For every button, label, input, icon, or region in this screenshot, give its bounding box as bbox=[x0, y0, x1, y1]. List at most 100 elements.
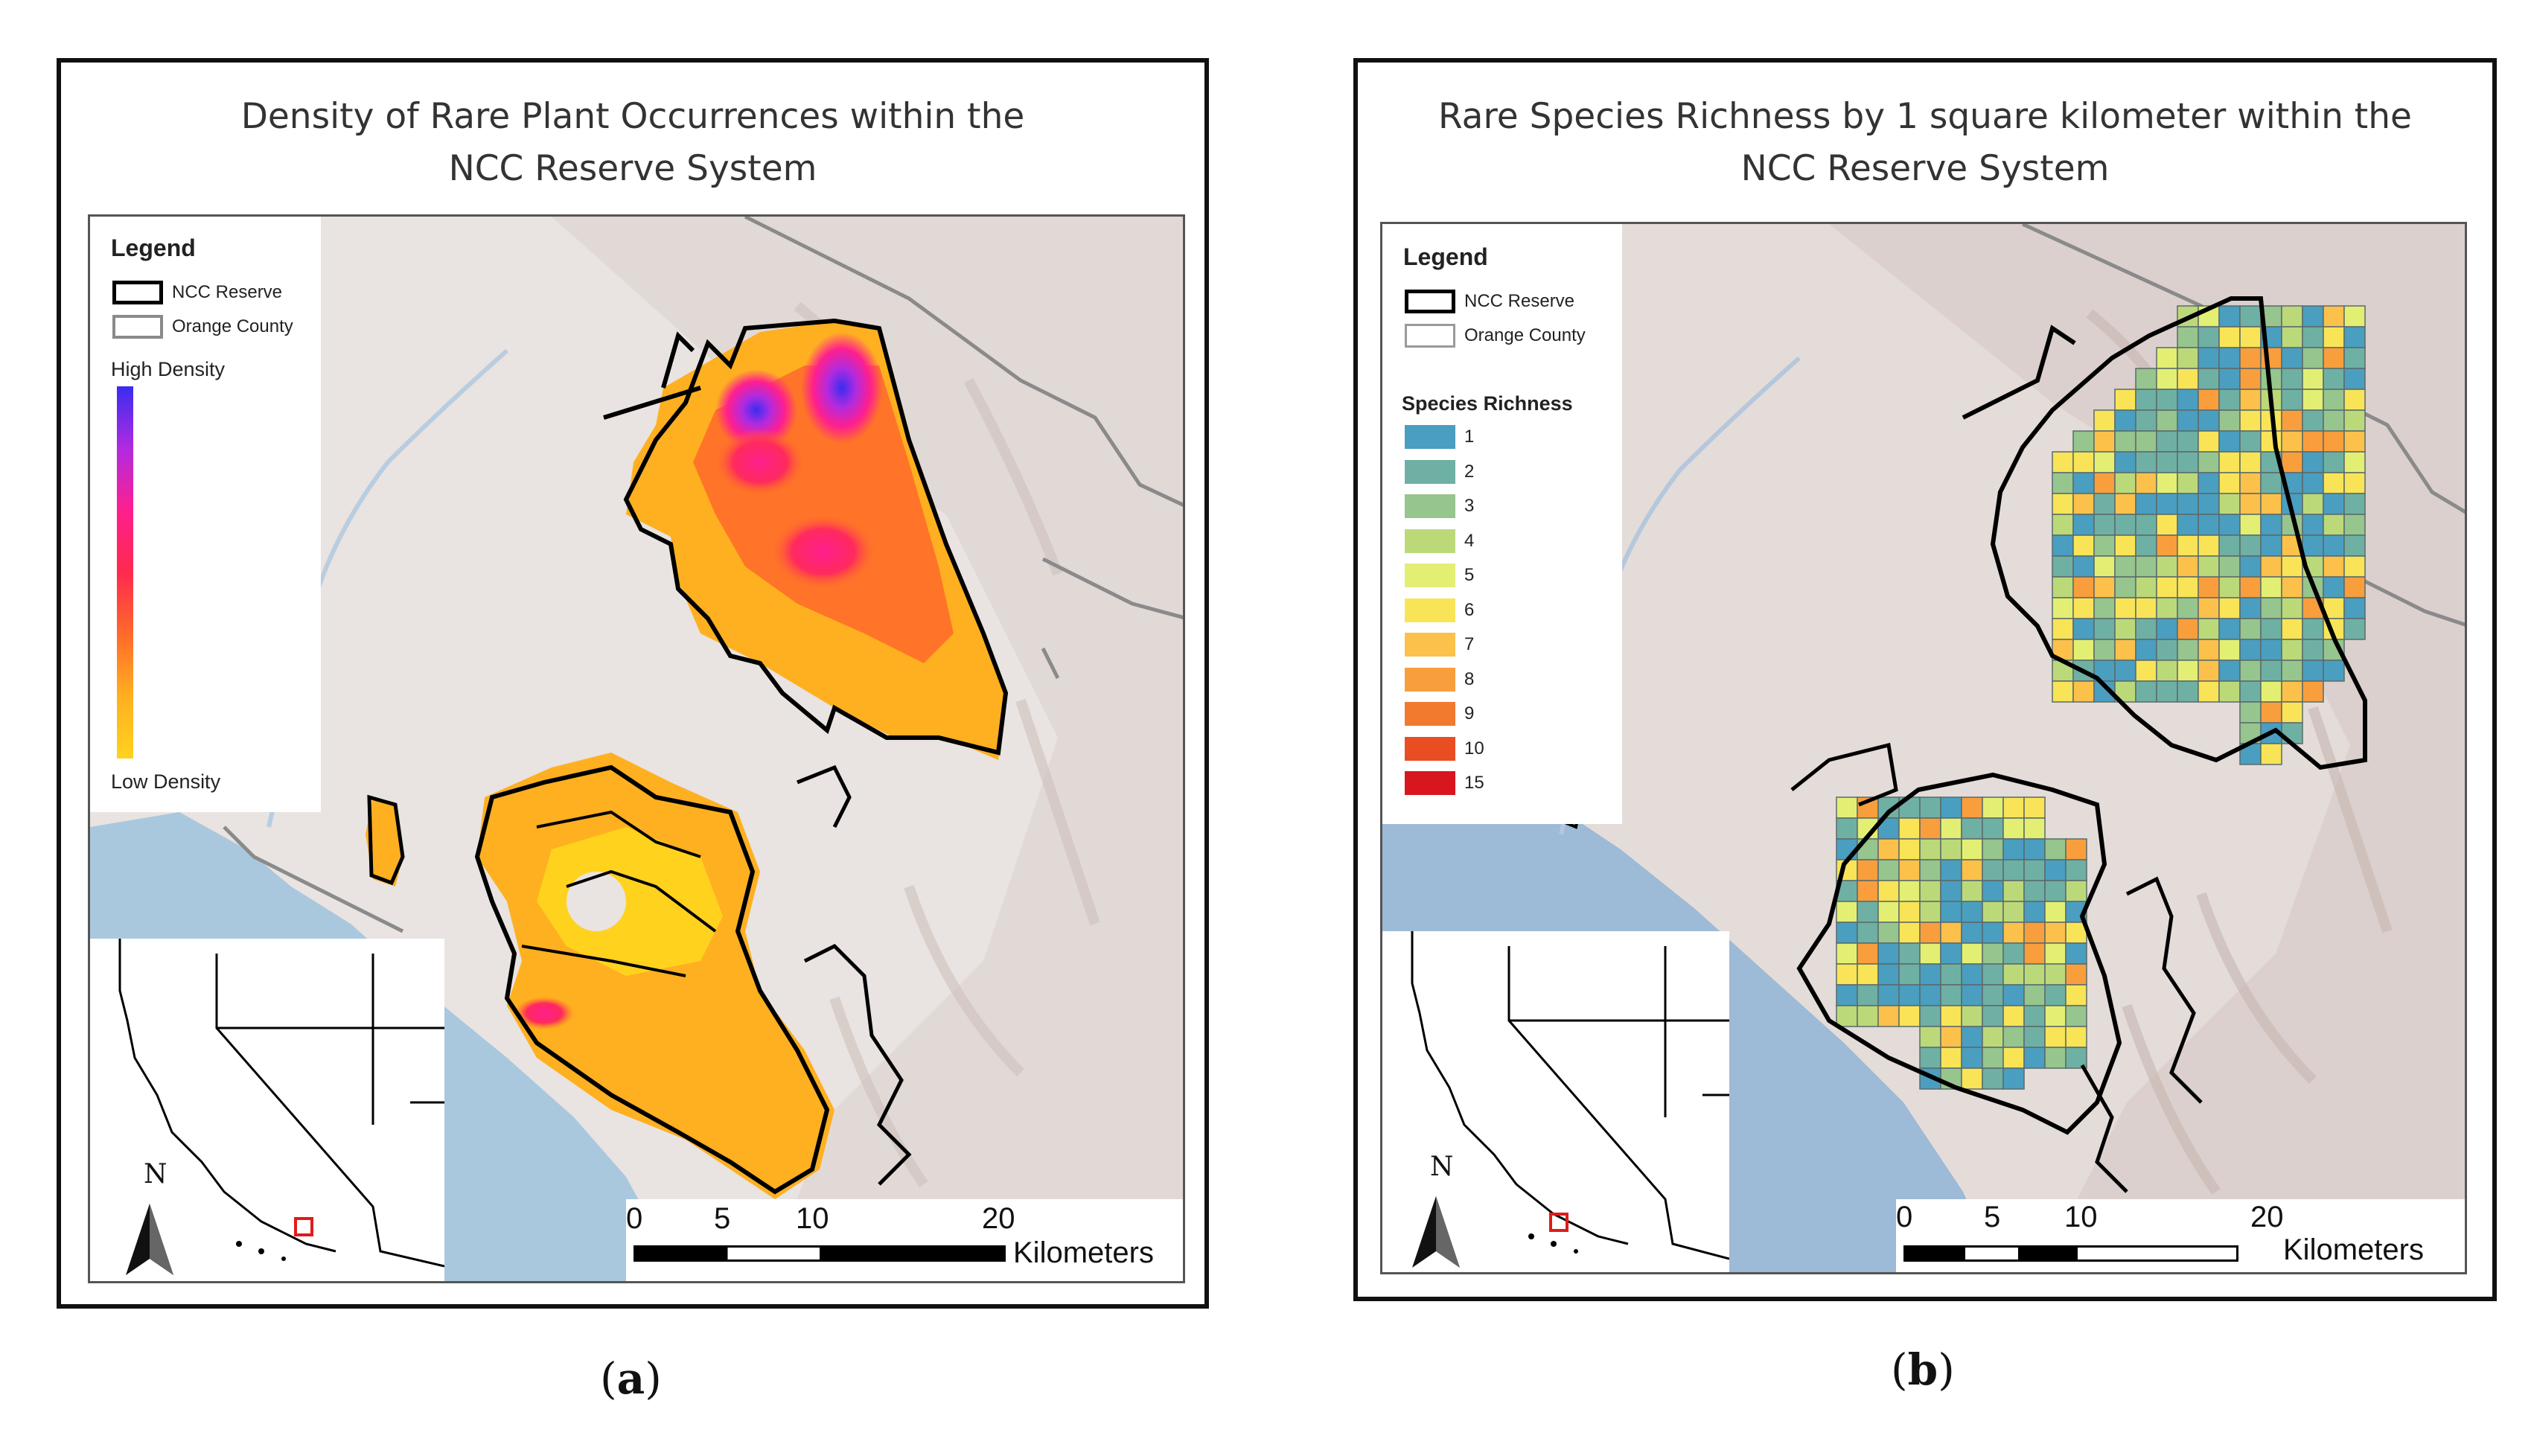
richness-cell bbox=[2177, 326, 2199, 348]
richness-cell bbox=[2260, 680, 2282, 703]
richness-cell bbox=[2302, 451, 2324, 473]
richness-cell bbox=[2093, 493, 2116, 515]
richness-cell bbox=[2343, 409, 2366, 432]
richness-cell bbox=[1940, 984, 1962, 1006]
panel-a-title-line1: Density of Rare Plant Occurrences within… bbox=[240, 96, 1025, 137]
richness-cell bbox=[1836, 901, 1858, 923]
richness-cell bbox=[2281, 618, 2303, 640]
richness-cell bbox=[2177, 576, 2199, 598]
richness-cell bbox=[2198, 680, 2220, 703]
richness-cell bbox=[1961, 922, 1983, 944]
reserve-south-interior bbox=[521, 810, 717, 977]
richness-cell bbox=[2114, 472, 2136, 494]
richness-cell bbox=[2065, 922, 2087, 944]
richness-cell bbox=[1919, 859, 1941, 881]
richness-cell bbox=[2343, 368, 2366, 390]
reserve-east-arms bbox=[2080, 876, 2203, 1193]
legend-class-swatch-7 bbox=[1405, 633, 1455, 657]
richness-cell bbox=[2114, 639, 2136, 661]
richness-cell bbox=[2302, 368, 2324, 390]
richness-cell bbox=[2218, 409, 2241, 432]
richness-cell bbox=[1877, 859, 1900, 881]
richness-cell bbox=[2072, 430, 2095, 453]
richness-cell bbox=[2177, 409, 2199, 432]
richness-cell bbox=[2093, 514, 2116, 536]
richness-cell bbox=[2281, 305, 2303, 328]
richness-cell bbox=[2052, 576, 2074, 598]
richness-cell bbox=[1961, 838, 1983, 860]
richness-cell bbox=[1898, 1005, 1921, 1027]
richness-cell bbox=[1982, 817, 2004, 840]
scale-unit: Kilometers bbox=[2283, 1233, 2424, 1266]
richness-cell bbox=[2343, 514, 2366, 536]
richness-cell bbox=[1919, 922, 1941, 944]
panel-a-title-line2: NCC Reserve System bbox=[448, 148, 817, 189]
panel-b-map[interactable]: Legend NCC Reserve Orange County Species… bbox=[1380, 222, 2467, 1274]
legend-class-label-3: 3 bbox=[1464, 496, 1475, 516]
legend-title: Legend bbox=[111, 234, 196, 261]
richness-cell bbox=[2135, 493, 2157, 515]
richness-cell bbox=[2023, 942, 2046, 965]
legend-class-swatch-2 bbox=[1405, 459, 1455, 484]
richness-cell bbox=[2218, 305, 2241, 328]
richness-cell bbox=[2218, 660, 2241, 682]
richness-cell bbox=[2198, 534, 2220, 557]
reserve-north-arm bbox=[1962, 325, 2076, 420]
richness-cell bbox=[2260, 514, 2282, 536]
richness-cell bbox=[2135, 660, 2157, 682]
legend-class-label-5: 5 bbox=[1464, 565, 1475, 585]
richness-cell bbox=[2323, 534, 2345, 557]
richness-cell bbox=[2198, 389, 2220, 411]
richness-cell bbox=[1982, 922, 2004, 944]
richness-cell bbox=[2302, 430, 2324, 453]
richness-cell bbox=[2323, 347, 2345, 369]
richness-cell bbox=[1857, 859, 1879, 881]
panel-b-title: Rare Species Richness by 1 square kilome… bbox=[1358, 91, 2492, 195]
richness-cell bbox=[2052, 493, 2074, 515]
richness-cell bbox=[2023, 901, 2046, 923]
richness-cell bbox=[1836, 922, 1858, 944]
richness-cell bbox=[2156, 493, 2178, 515]
richness-cell bbox=[2260, 555, 2282, 578]
richness-cell bbox=[1877, 984, 1900, 1006]
panel-b: Rare Species Richness by 1 square kilome… bbox=[1353, 58, 2497, 1301]
richness-cell bbox=[2177, 493, 2199, 515]
richness-cell bbox=[2343, 597, 2366, 619]
richness-cell bbox=[2218, 555, 2241, 578]
richness-cell bbox=[1919, 984, 1941, 1006]
richness-cell bbox=[2114, 451, 2136, 473]
richness-cell bbox=[2177, 597, 2199, 619]
richness-cell bbox=[2343, 576, 2366, 598]
richness-cell bbox=[2065, 859, 2087, 881]
richness-cell bbox=[2302, 514, 2324, 536]
richness-cell bbox=[1961, 942, 1983, 965]
richness-cell bbox=[2023, 838, 2046, 860]
richness-cell bbox=[2093, 639, 2116, 661]
richness-cell bbox=[1877, 942, 1900, 965]
legend-reserve-swatch bbox=[1405, 290, 1455, 313]
richness-cell bbox=[1940, 1005, 1962, 1027]
legend-class-label-15: 15 bbox=[1464, 773, 1484, 793]
richness-cell bbox=[2156, 430, 2178, 453]
legend-reserve-label: NCC Reserve bbox=[1464, 291, 1575, 311]
richness-cell bbox=[2002, 922, 2025, 944]
panel-a-map[interactable]: Legend NCC Reserve Orange County High De… bbox=[88, 214, 1185, 1283]
panel-b-legend: Legend NCC Reserve Orange County Species… bbox=[1382, 224, 1622, 824]
richness-cell bbox=[2072, 451, 2095, 473]
richness-cell bbox=[2023, 922, 2046, 944]
richness-cell bbox=[1961, 859, 1983, 881]
richness-cell bbox=[2198, 326, 2220, 348]
richness-cell bbox=[2177, 639, 2199, 661]
richness-cell bbox=[2044, 922, 2067, 944]
richness-cell bbox=[2114, 389, 2136, 411]
richness-cell bbox=[2052, 451, 2074, 473]
richness-cell bbox=[2281, 576, 2303, 598]
richness-cell bbox=[2002, 838, 2025, 860]
richness-cell bbox=[2260, 493, 2282, 515]
richness-cell bbox=[2198, 430, 2220, 453]
richness-cell bbox=[1961, 984, 1983, 1006]
richness-cell bbox=[1982, 1047, 2004, 1069]
legend-county-swatch bbox=[1405, 324, 1455, 348]
richness-cell bbox=[2135, 368, 2157, 390]
richness-cell bbox=[2114, 618, 2136, 640]
